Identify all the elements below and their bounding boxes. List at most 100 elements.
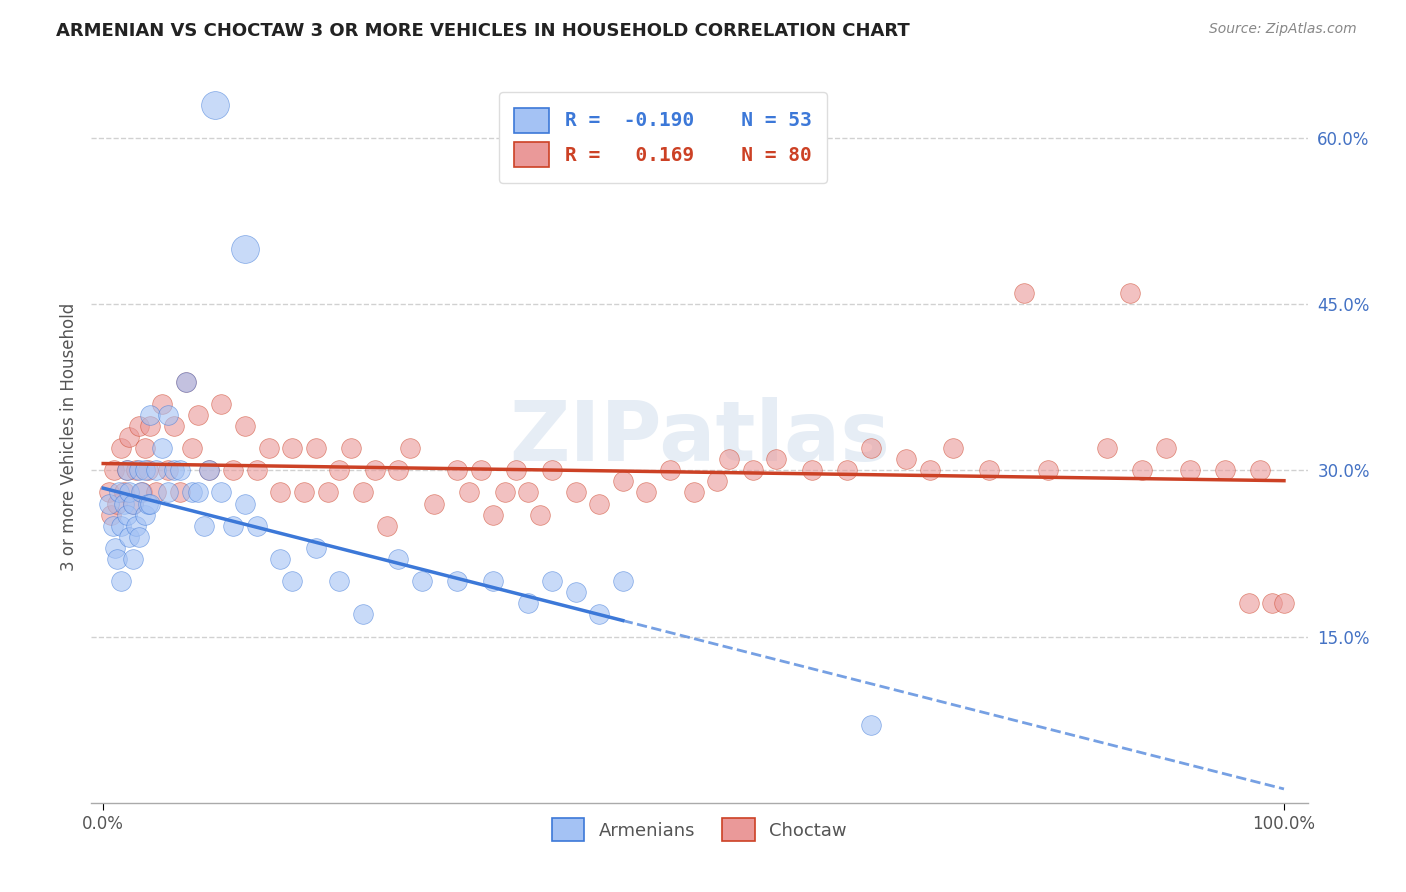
Point [100, 508, 122, 522]
Point [233, 242, 256, 256]
Point [292, 485, 315, 500]
Point [131, 485, 153, 500]
Point [110, 441, 132, 455]
Point [588, 497, 610, 511]
Point [612, 475, 634, 489]
Point [198, 463, 221, 477]
Point [169, 463, 191, 477]
Point [423, 497, 446, 511]
Point [1036, 463, 1059, 477]
Point [281, 574, 304, 589]
Point [328, 574, 350, 589]
Point [136, 463, 159, 477]
Point [706, 475, 728, 489]
Point [517, 485, 540, 500]
Point [115, 463, 138, 477]
Point [187, 408, 209, 422]
Point [741, 463, 763, 477]
Point [246, 463, 269, 477]
Point [139, 408, 162, 422]
Point [174, 375, 197, 389]
Point [399, 441, 422, 455]
Point [169, 485, 191, 500]
Point [541, 463, 564, 477]
Point [121, 497, 143, 511]
Point [246, 518, 269, 533]
Point [134, 441, 156, 455]
Point [1130, 463, 1153, 477]
Point [136, 497, 159, 511]
Point [564, 585, 586, 599]
Point [105, 552, 128, 566]
Point [128, 530, 150, 544]
Point [305, 441, 328, 455]
Point [717, 452, 740, 467]
Point [918, 463, 941, 477]
Point [659, 463, 682, 477]
Point [139, 419, 162, 434]
Point [541, 574, 564, 589]
Point [305, 541, 328, 555]
Point [118, 485, 141, 500]
Point [328, 463, 350, 477]
Point [104, 541, 127, 555]
Point [121, 552, 143, 566]
Legend: Armenians, Choctaw: Armenians, Choctaw [544, 811, 855, 848]
Point [588, 607, 610, 622]
Text: ARMENIAN VS CHOCTAW 3 OR MORE VEHICLES IN HOUSEHOLD CORRELATION CHART: ARMENIAN VS CHOCTAW 3 OR MORE VEHICLES I… [56, 22, 910, 40]
Point [281, 441, 304, 455]
Point [145, 485, 167, 500]
Point [269, 485, 291, 500]
Point [835, 463, 858, 477]
Point [157, 485, 180, 500]
Point [174, 375, 197, 389]
Point [470, 463, 492, 477]
Point [114, 497, 136, 511]
Point [163, 463, 186, 477]
Point [198, 463, 221, 477]
Point [128, 419, 150, 434]
Point [1237, 596, 1260, 610]
Point [209, 397, 232, 411]
Point [482, 574, 505, 589]
Point [352, 607, 374, 622]
Point [257, 441, 280, 455]
Text: ZIPatlas: ZIPatlas [509, 397, 890, 477]
Point [125, 518, 148, 533]
Point [105, 497, 128, 511]
Point [1012, 285, 1035, 300]
Y-axis label: 3 or more Vehicles in Household: 3 or more Vehicles in Household [59, 303, 77, 571]
Point [1213, 463, 1236, 477]
Point [222, 463, 245, 477]
Point [103, 463, 125, 477]
Point [128, 463, 150, 477]
Point [110, 518, 132, 533]
Point [129, 485, 152, 500]
Point [859, 718, 882, 732]
Point [114, 485, 136, 500]
Point [121, 497, 143, 511]
Point [233, 419, 256, 434]
Point [375, 518, 398, 533]
Point [115, 463, 138, 477]
Point [529, 508, 551, 522]
Point [1119, 285, 1142, 300]
Point [636, 485, 658, 500]
Point [204, 97, 226, 112]
Point [180, 441, 202, 455]
Point [101, 518, 124, 533]
Point [800, 463, 823, 477]
Text: Source: ZipAtlas.com: Source: ZipAtlas.com [1209, 22, 1357, 37]
Point [446, 463, 468, 477]
Point [193, 518, 215, 533]
Point [364, 463, 387, 477]
Point [110, 574, 132, 589]
Point [98, 485, 121, 500]
Point [411, 574, 433, 589]
Point [387, 463, 409, 477]
Point [1095, 441, 1118, 455]
Point [134, 508, 156, 522]
Point [894, 452, 917, 467]
Point [222, 518, 245, 533]
Point [446, 574, 468, 589]
